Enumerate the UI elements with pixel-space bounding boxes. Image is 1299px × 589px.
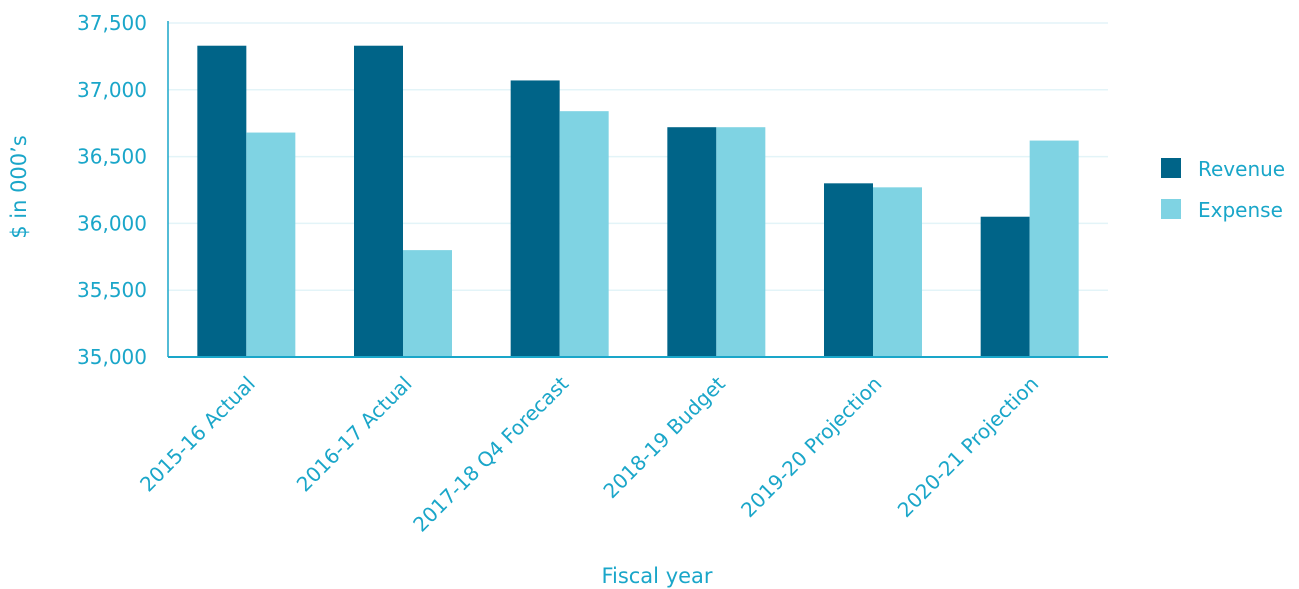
- x-tick-label: 2017-18 Q4 Forecast: [408, 371, 573, 536]
- x-tick-label: 2019-20 Projection: [736, 372, 886, 522]
- x-tick-label: 2020-21 Projection: [893, 372, 1043, 522]
- bar-revenue: [197, 45, 247, 357]
- x-tick-label: 2018-19 Budget: [598, 371, 730, 503]
- y-tick-label: 36,500: [77, 145, 147, 169]
- bar-expense: [1029, 140, 1079, 357]
- y-tick-label: 35,500: [77, 278, 147, 302]
- bar-revenue: [510, 80, 560, 357]
- legend: Revenue Expense: [1161, 157, 1285, 222]
- bar-expense: [716, 127, 766, 357]
- y-axis-title: $ in 000’s: [7, 135, 31, 239]
- bar-expense: [559, 111, 609, 358]
- legend-swatch-revenue: [1161, 158, 1181, 178]
- bars: [197, 45, 1079, 358]
- bar-expense: [873, 187, 922, 357]
- y-tick-label: 37,500: [77, 11, 147, 35]
- bar-revenue: [980, 216, 1030, 357]
- bar-revenue: [354, 45, 403, 357]
- y-tick-label: 35,000: [77, 345, 147, 369]
- y-tick-label: 37,000: [77, 78, 147, 102]
- axes: [167, 21, 1108, 358]
- bar-expense: [403, 250, 452, 357]
- legend-label-expense: Expense: [1198, 198, 1283, 222]
- bar-revenue: [824, 183, 873, 357]
- legend-swatch-expense: [1161, 199, 1181, 219]
- bar-expense: [246, 132, 296, 357]
- y-axis-ticks: 35,000 35,500 36,000 36,500 37,000 37,500: [77, 11, 147, 369]
- y-tick-label: 36,000: [77, 211, 147, 235]
- legend-label-revenue: Revenue: [1198, 157, 1285, 181]
- x-tick-label: 2015-16 Actual: [135, 372, 260, 497]
- x-axis-title: Fiscal year: [601, 564, 712, 588]
- grid-lines: [168, 22, 1108, 291]
- bar-revenue: [667, 127, 717, 357]
- x-tick-label: 2016-17 Actual: [292, 372, 417, 497]
